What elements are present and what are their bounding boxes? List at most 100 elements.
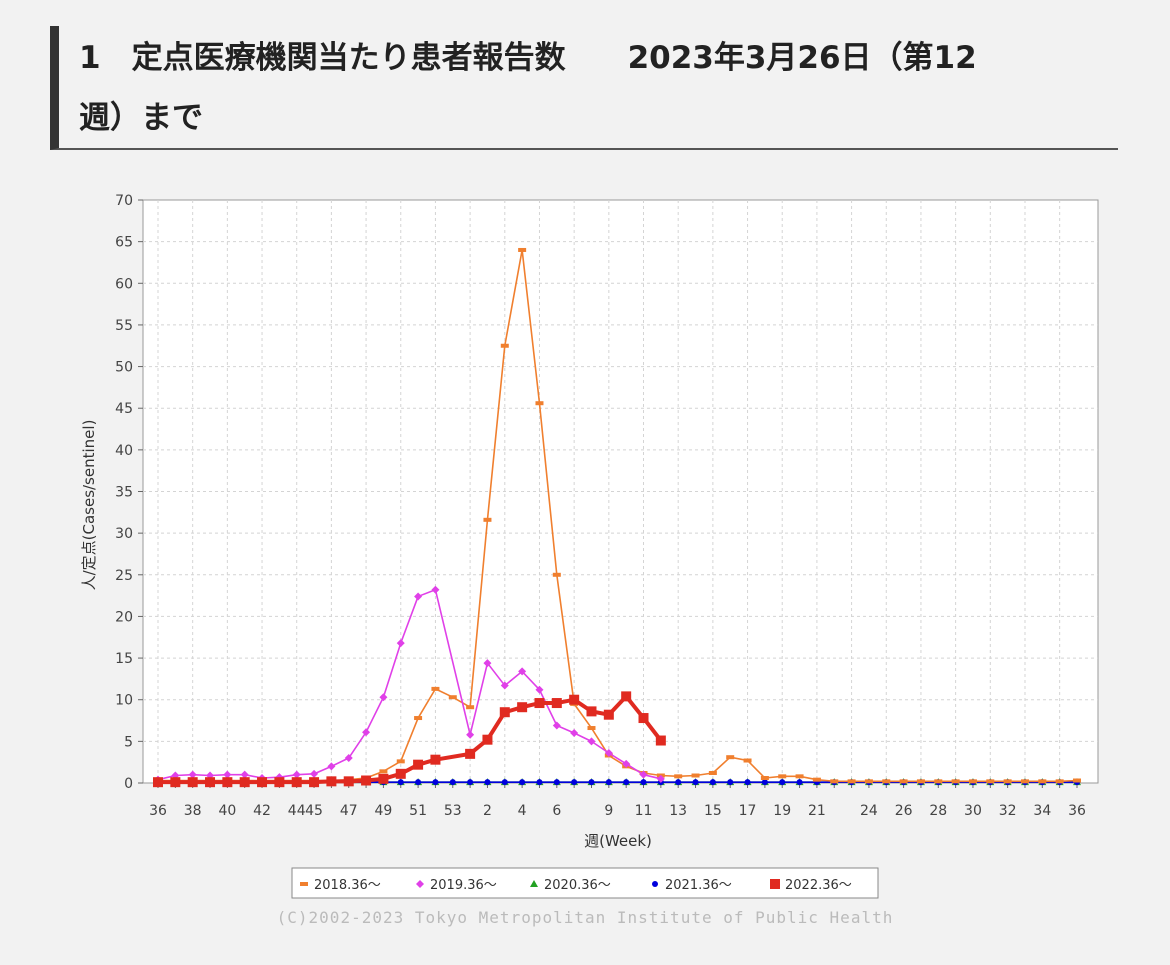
data-point	[344, 754, 353, 763]
y-tick-label: 0	[124, 776, 133, 792]
data-point	[223, 770, 232, 779]
x-tick-label: 21	[808, 803, 826, 819]
legend-label: 2018.36～	[314, 878, 381, 893]
data-point	[623, 779, 630, 786]
data-point	[205, 777, 216, 788]
data-point	[467, 779, 474, 786]
plot-area	[142, 199, 1099, 784]
data-point	[327, 762, 336, 771]
data-point	[795, 774, 804, 779]
data-point	[796, 779, 803, 786]
data-point	[692, 779, 699, 786]
y-tick-label: 10	[115, 693, 133, 709]
data-point	[571, 779, 578, 786]
data-point	[518, 247, 527, 252]
data-point	[465, 748, 476, 759]
x-tick-label: 19	[773, 803, 791, 819]
data-point	[830, 779, 839, 784]
grid-lines	[143, 200, 1098, 783]
data-point	[1038, 779, 1047, 784]
data-point	[708, 771, 717, 776]
y-tick-label: 5	[124, 734, 133, 750]
data-point	[519, 779, 526, 786]
data-point	[727, 779, 734, 786]
data-point	[414, 716, 423, 721]
data-point	[170, 777, 181, 788]
series-202236	[153, 691, 666, 788]
x-tick-label: 13	[669, 803, 687, 819]
legend-marker	[770, 879, 780, 889]
data-point	[188, 770, 197, 779]
data-point	[534, 698, 545, 709]
x-axis-label: 週(Week)	[584, 832, 652, 850]
data-point	[761, 779, 768, 786]
data-point	[499, 707, 510, 718]
data-point	[691, 773, 700, 778]
x-tick-label: 9	[604, 803, 613, 819]
data-point	[586, 706, 597, 717]
x-tick-label: 36	[1068, 803, 1086, 819]
data-point	[291, 777, 302, 788]
y-tick-label: 35	[115, 485, 133, 501]
data-point	[605, 779, 612, 786]
data-point	[362, 728, 371, 737]
data-point	[709, 779, 716, 786]
data-point	[361, 775, 372, 786]
data-point	[569, 694, 580, 705]
data-point	[551, 698, 562, 709]
x-tick-label: 44	[288, 803, 306, 819]
data-point	[552, 721, 561, 730]
data-point	[395, 768, 406, 779]
x-tick-label: 17	[739, 803, 757, 819]
y-tick-label: 45	[115, 401, 133, 417]
legend-item: 2018.36～	[300, 878, 381, 893]
data-point	[501, 779, 508, 786]
data-point	[326, 776, 337, 787]
data-point	[153, 777, 163, 788]
x-tick-label: 42	[253, 803, 271, 819]
x-tick-label: 28	[929, 803, 947, 819]
legend-item: 2022.36～	[770, 878, 852, 893]
data-point	[483, 517, 492, 522]
data-point	[899, 779, 908, 784]
data-point	[1055, 779, 1064, 784]
x-tick-label: 49	[375, 803, 393, 819]
data-point	[1073, 778, 1081, 783]
data-point	[378, 773, 389, 784]
data-point	[675, 779, 682, 786]
data-point	[760, 776, 769, 781]
y-axis-label: 人/定点(Cases/sentinel)	[80, 420, 98, 591]
x-tick-label: 15	[704, 803, 722, 819]
data-point	[396, 639, 405, 648]
data-point	[916, 779, 925, 784]
legend-marker	[300, 882, 308, 886]
x-tick-label: 34	[1033, 803, 1051, 819]
y-axis-ticks: 0 5 10 15 20 25 30 35 40 45 50 55 60 65 70	[115, 193, 143, 792]
y-tick-label: 15	[115, 651, 133, 667]
data-point	[240, 770, 249, 779]
data-point	[449, 779, 456, 786]
y-tick-label: 65	[115, 235, 133, 251]
data-point	[638, 713, 649, 724]
data-point	[951, 779, 960, 784]
x-tick-label: 2	[483, 803, 492, 819]
data-point	[415, 779, 422, 786]
data-point	[343, 776, 354, 787]
data-point	[812, 777, 821, 782]
data-point	[431, 585, 440, 594]
data-point	[239, 777, 250, 788]
data-point	[292, 770, 301, 779]
data-point	[535, 401, 544, 406]
data-point	[778, 774, 787, 779]
data-point	[466, 705, 475, 710]
x-tick-label: 11	[635, 803, 653, 819]
y-tick-label: 70	[115, 193, 133, 209]
data-point	[656, 774, 665, 783]
y-tick-label: 40	[115, 443, 133, 459]
data-point	[1003, 779, 1012, 784]
data-point	[968, 779, 977, 784]
x-tick-label: 40	[218, 803, 236, 819]
data-point	[622, 759, 631, 768]
data-point	[640, 779, 647, 786]
data-point	[603, 709, 614, 720]
